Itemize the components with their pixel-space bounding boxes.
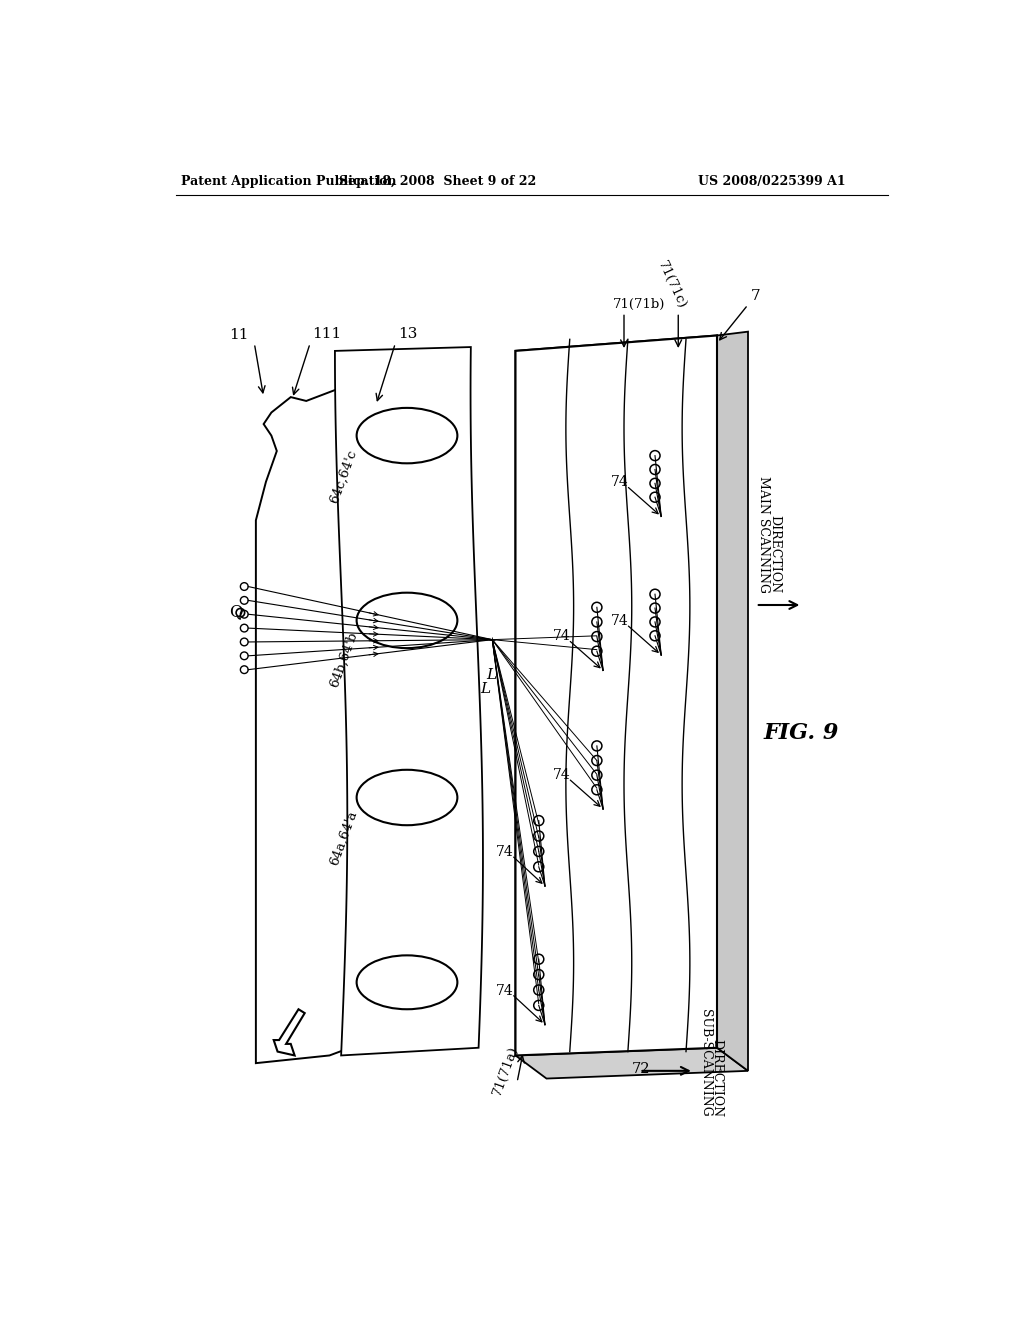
Text: L: L bbox=[486, 668, 497, 682]
Text: DIRECTION: DIRECTION bbox=[769, 515, 781, 594]
Text: 74: 74 bbox=[496, 845, 514, 859]
Polygon shape bbox=[515, 1048, 748, 1078]
Text: 111: 111 bbox=[312, 327, 342, 341]
PathPatch shape bbox=[256, 351, 438, 1063]
Text: 64b,64'b: 64b,64'b bbox=[328, 631, 360, 689]
Text: FIG. 9: FIG. 9 bbox=[764, 722, 839, 743]
Text: 74: 74 bbox=[553, 630, 570, 644]
Text: 64a,64'a: 64a,64'a bbox=[328, 808, 359, 867]
PathPatch shape bbox=[515, 335, 717, 1056]
Text: 74: 74 bbox=[611, 475, 629, 490]
Text: MAIN SCANNING: MAIN SCANNING bbox=[757, 477, 770, 594]
Text: 13: 13 bbox=[397, 327, 417, 341]
Text: Q: Q bbox=[228, 603, 243, 620]
Text: SUB-SCANNING: SUB-SCANNING bbox=[698, 1010, 712, 1117]
Polygon shape bbox=[273, 1010, 305, 1056]
Text: 74: 74 bbox=[553, 768, 570, 781]
Text: 71(71b): 71(71b) bbox=[612, 298, 665, 312]
Text: US 2008/0225399 A1: US 2008/0225399 A1 bbox=[697, 176, 845, 189]
Text: 72: 72 bbox=[632, 1063, 650, 1076]
Text: 71(71c): 71(71c) bbox=[655, 259, 688, 312]
Text: DIRECTION: DIRECTION bbox=[711, 1039, 724, 1117]
Polygon shape bbox=[335, 347, 483, 1056]
Text: 11: 11 bbox=[228, 327, 248, 342]
Text: 7: 7 bbox=[751, 289, 760, 304]
Text: L: L bbox=[480, 682, 490, 696]
Text: 74: 74 bbox=[611, 614, 629, 628]
Polygon shape bbox=[515, 335, 717, 1056]
Text: Patent Application Publication: Patent Application Publication bbox=[180, 176, 396, 189]
Polygon shape bbox=[717, 331, 748, 1071]
Text: 74: 74 bbox=[496, 983, 514, 998]
Text: Sep. 18, 2008  Sheet 9 of 22: Sep. 18, 2008 Sheet 9 of 22 bbox=[339, 176, 537, 189]
Text: 64c,64'c: 64c,64'c bbox=[328, 447, 359, 506]
Text: 71(71a): 71(71a) bbox=[490, 1044, 520, 1098]
